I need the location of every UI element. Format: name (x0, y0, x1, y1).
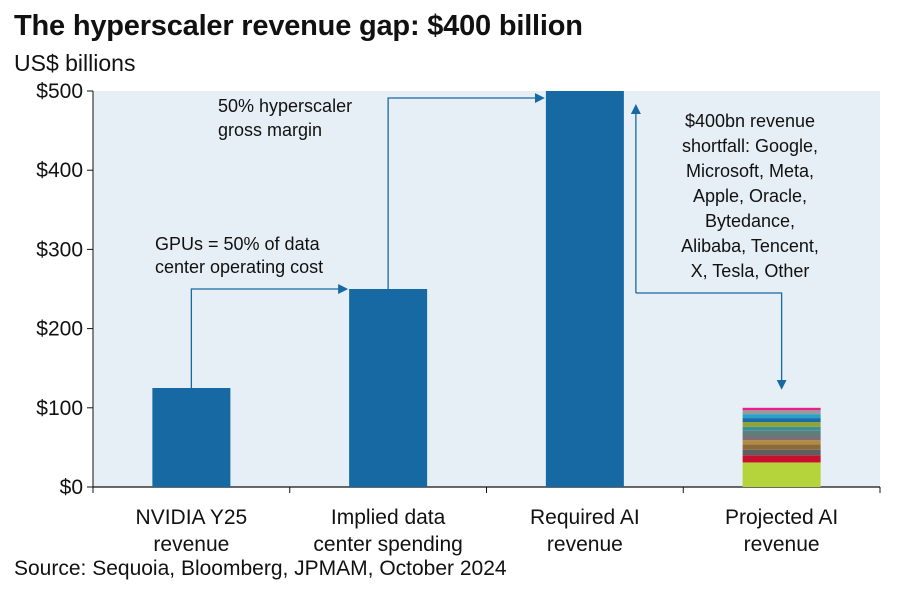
stack-segment (742, 418, 821, 423)
x-tick-label: center spending (313, 533, 462, 556)
annotation-label: shortfall: Google, (682, 136, 818, 156)
stack-segment (742, 455, 821, 463)
y-tick-label: $200 (36, 318, 83, 341)
annotation-label: Bytedance, (705, 211, 795, 231)
arrow-gpus (190, 284, 349, 388)
annotation-label: $400bn revenue (685, 111, 815, 131)
y-tick-label: $400 (36, 159, 83, 182)
y-tick-label: $500 (36, 80, 83, 103)
arrow-shortfall-down (635, 292, 787, 390)
source-note: Source: Sequoia, Bloomberg, JPMAM, Octob… (14, 557, 507, 580)
x-tick-label: revenue (153, 533, 229, 556)
annotation-label: Apple, Oracle, (693, 186, 807, 206)
stack-segment (742, 422, 821, 427)
bar (152, 388, 231, 487)
stack-segment (742, 440, 821, 445)
y-tick-label: $100 (36, 397, 83, 420)
chart-subtitle: US$ billions (14, 50, 136, 76)
bar (545, 91, 624, 487)
y-tick-label: $0 (60, 476, 83, 499)
stack-segment (742, 449, 821, 456)
stack-segment (742, 407, 821, 411)
annotation-label: Microsoft, Meta, (686, 161, 814, 181)
y-tick-label: $300 (36, 238, 83, 261)
stack-segment (742, 426, 821, 431)
x-tick-label: Implied data (331, 506, 446, 529)
stack-segment (742, 414, 821, 419)
bar (349, 289, 428, 487)
x-tick-label: revenue (547, 533, 623, 556)
annotation-label: GPUs = 50% of data (155, 234, 321, 254)
annotation-label: X, Tesla, Other (691, 261, 810, 281)
stack-segment (742, 435, 821, 441)
annotation-label: gross margin (218, 120, 322, 140)
stack-segment (742, 462, 821, 487)
x-tick-label: revenue (744, 533, 820, 556)
stack-segment (742, 430, 821, 436)
x-tick-label: Required AI (530, 506, 640, 529)
chart-title: The hyperscaler revenue gap: $400 billio… (14, 10, 583, 42)
x-tick-label: Projected AI (725, 506, 838, 529)
x-tick-label: NVIDIA Y25 (136, 506, 248, 529)
annotation-label: 50% hyperscaler (218, 96, 352, 116)
annotation-label: Alibaba, Tencent, (681, 236, 819, 256)
stack-segment (742, 410, 821, 415)
arrow-margin (387, 93, 545, 289)
stack-segment (742, 444, 821, 450)
annotation-label: center operating cost (155, 257, 323, 277)
